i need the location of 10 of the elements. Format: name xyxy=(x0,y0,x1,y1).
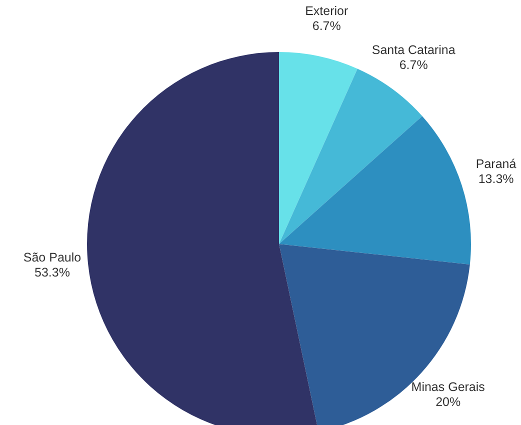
slice-label: Minas Gerais xyxy=(411,380,485,394)
slice-label: Exterior xyxy=(305,4,348,18)
data-label: 13.3% xyxy=(478,172,514,186)
data-label: 6.7% xyxy=(399,58,428,72)
data-label: 53.3% xyxy=(34,266,70,280)
data-label: 6.7% xyxy=(312,19,341,34)
slice-label: Paraná xyxy=(476,157,516,172)
slice-label: São Paulo xyxy=(23,250,82,265)
slice-label: Santa Catarina xyxy=(372,42,456,57)
data-label: 20% xyxy=(436,394,461,409)
